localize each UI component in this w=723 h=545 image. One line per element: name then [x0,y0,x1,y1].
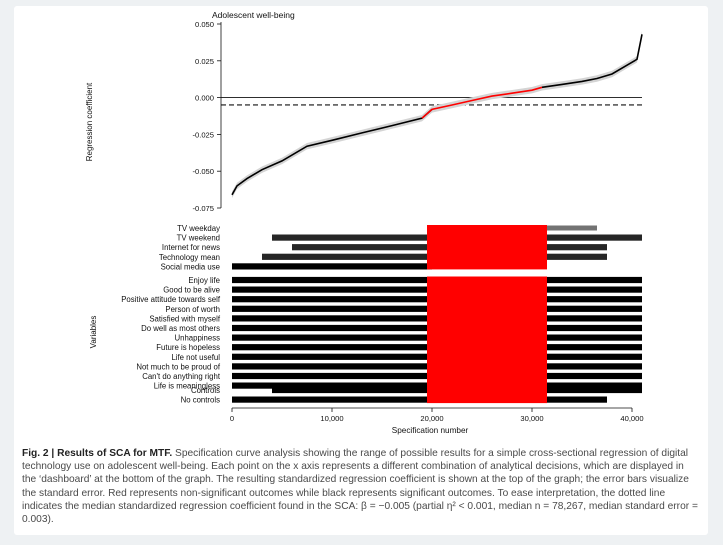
technology-variable-row-band [232,263,432,270]
chart-title: Adolescent well-being [212,10,295,20]
wellbeing-variable-row-label: Positive attitude towards self [121,295,221,304]
curve-significant-right [541,34,643,89]
x-axis: 0 10,000 20,000 30,000 40,000 [230,407,644,423]
caption-text: Specification curve analysis showing the… [22,448,698,526]
curve-nonsignificant [421,86,543,119]
nonsignificant-region-2 [427,276,547,390]
wellbeing-variable-row-label: Not much to be proud of [136,362,220,371]
figure-caption: Fig. 2 | Results of SCA for MTF. Specifi… [22,447,698,526]
technology-variable-row-label: Technology mean [159,253,220,262]
caption-label: Fig. 2 | Results of SCA for MTF. [22,448,173,459]
specification-curve-figure: 0.050 0.025 0.000 -0.025 -0.050 -0.075 0 10,00… [85,10,644,435]
technology-variable-row-label: TV weekend [177,234,220,243]
coefficient-curve [231,31,643,198]
x-tick-label: 40,000 [620,414,643,423]
figure-card: 0.050 0.025 0.000 -0.025 -0.050 -0.075 0 10,00… [14,6,708,535]
y-tick-label: -0.075 [192,204,214,213]
curve-significant-left [231,108,433,196]
nonsignificant-overlay [427,225,547,404]
nonsignificant-region-3 [427,386,547,404]
y-tick-label: -0.025 [192,130,214,139]
y-axis-label-dashboard: Variables [89,316,98,349]
wellbeing-variable-row-label: Life is meaningless [154,382,220,391]
technology-variable-row-label: Internet for news [162,243,220,252]
coefficient-panel-axes: 0.050 0.025 0.000 -0.025 -0.050 -0.075 [192,20,642,213]
standard-error-band [232,31,642,198]
x-axis-label: Specification number [392,426,469,435]
nonsignificant-region-1 [427,225,547,270]
technology-variable-row-label: Social media use [161,262,220,271]
y-axis-label-top: Regression coefficient [85,82,94,161]
wellbeing-variable-row-label: Satisfied with myself [149,314,220,323]
wellbeing-variable-row-label: Unhappiness [174,334,220,343]
x-tick-label: 10,000 [320,414,343,423]
control-variable-row-band [232,396,607,403]
wellbeing-variable-row-label: Future is hopeless [156,343,220,352]
y-tick-label: 0.025 [195,57,214,66]
wellbeing-variable-row-label: Can't do anything right [142,372,221,381]
wellbeing-variable-row-label: Good to be alive [163,286,220,295]
y-tick-label: 0.000 [195,94,214,103]
y-tick-label: 0.050 [195,20,214,29]
x-tick-label: 30,000 [520,414,543,423]
control-variable-row-label: No controls [181,396,221,405]
control-variable-row-label: Controls [191,386,220,395]
x-tick-label: 20,000 [420,414,443,423]
wellbeing-variable-row-label: Enjoy life [188,276,220,285]
wellbeing-variable-row-label: Person of worth [165,305,220,314]
x-tick-label: 0 [230,414,234,423]
y-tick-label: -0.050 [192,167,214,176]
wellbeing-variable-row-label: Life not useful [171,353,220,362]
wellbeing-variable-row-label: Do well as most others [141,324,220,333]
technology-variable-row-label: TV weekday [177,224,220,233]
